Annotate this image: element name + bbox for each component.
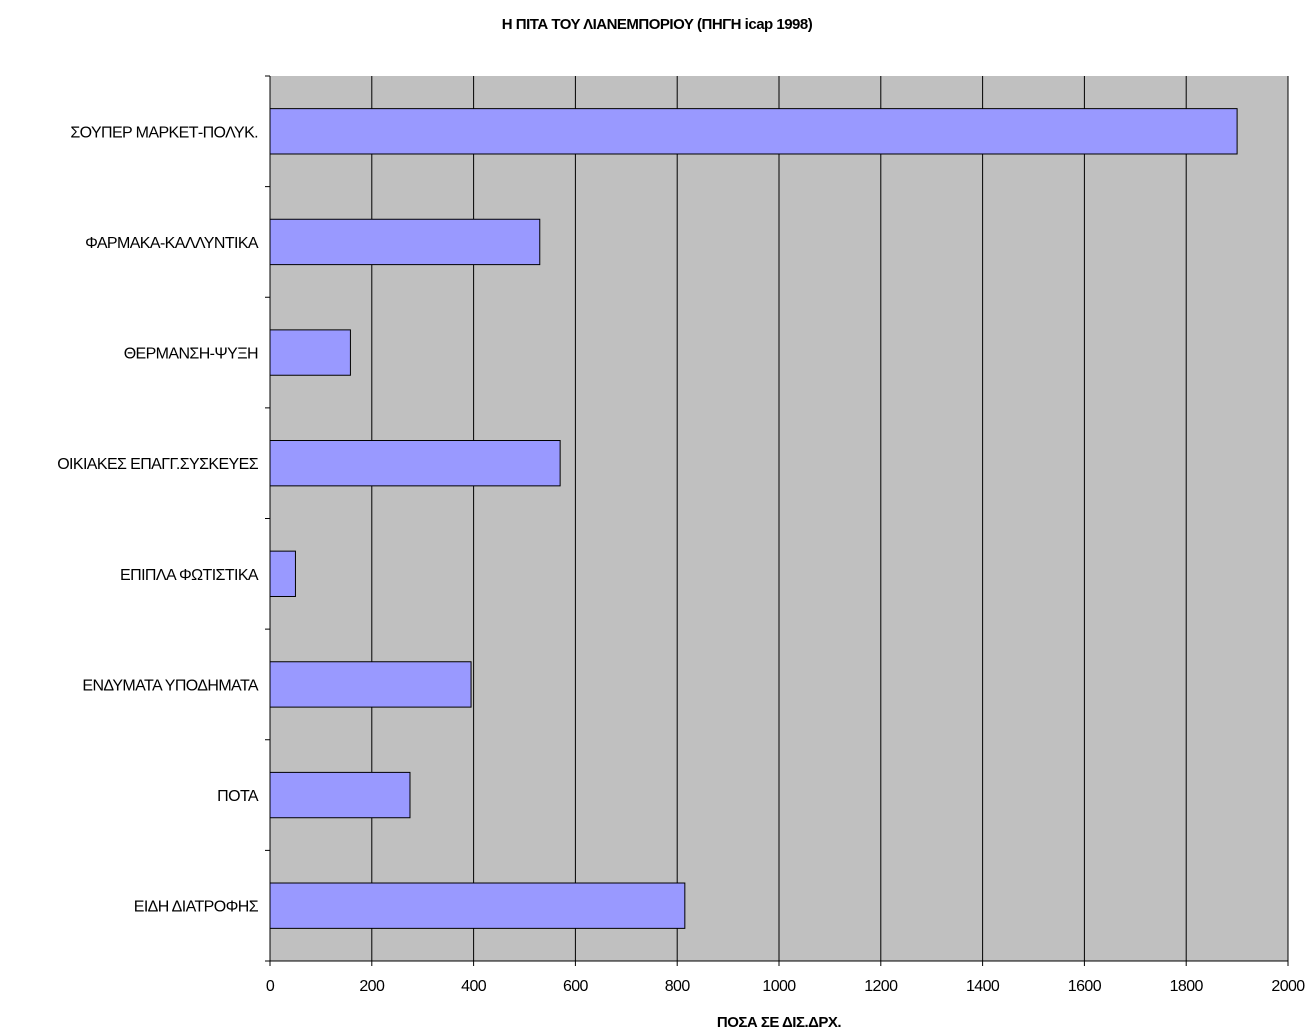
y-category-label: ΕΠΙΠΛΑ ΦΩΤΙΣΤΙΚΑ bbox=[120, 567, 259, 584]
y-category-label: ΕΝΔΥΜΑΤΑ ΥΠΟΔΗΜΑΤΑ bbox=[82, 677, 259, 694]
y-category-label: ΟΙΚΙΑΚΕΣ ΕΠΑΓΓ.ΣΥΣΚΕΥΕΣ bbox=[57, 456, 259, 473]
y-category-label: ΕΙΔΗ ΔΙΑΤΡΟΦΗΣ bbox=[134, 899, 259, 916]
bar bbox=[269, 882, 686, 929]
x-tick-label: 400 bbox=[461, 978, 487, 995]
bar bbox=[269, 440, 561, 487]
x-axis-title: ΠΟΣΑ ΣΕ ΔΙΣ.ΔΡΧ. bbox=[716, 1014, 842, 1031]
bar bbox=[269, 771, 411, 819]
x-tick-label: 1800 bbox=[1170, 978, 1204, 995]
x-tick-label: 2000 bbox=[1271, 978, 1305, 995]
x-tick-label: 800 bbox=[665, 978, 691, 995]
bar bbox=[269, 661, 472, 708]
x-tick-labels: 0 200 400 600 800 1000 1200 1400 1600 1800 2000 bbox=[266, 978, 1306, 995]
x-tick-label: 0 bbox=[266, 978, 275, 995]
y-category-label: ΘΕΡΜΑΝΣΗ-ΨΥΞΗ bbox=[124, 346, 258, 363]
bar bbox=[269, 218, 541, 266]
x-tick-label: 600 bbox=[563, 978, 589, 995]
bars bbox=[269, 108, 1238, 929]
x-tick-label: 1200 bbox=[864, 978, 898, 995]
bar bbox=[269, 108, 1238, 155]
y-category-label: ΦΑΡΜΑΚΑ-ΚΑΛΛΥΝΤΙΚΑ bbox=[85, 235, 259, 252]
x-tick-label: 1400 bbox=[966, 978, 1000, 995]
bar bbox=[269, 329, 351, 376]
y-category-label: ΣΟΥΠΕΡ ΜΑΡΚΕΤ-ΠΟΛΥΚ. bbox=[70, 124, 258, 141]
x-tick-label: 1600 bbox=[1068, 978, 1102, 995]
axes bbox=[265, 75, 1289, 966]
x-tick-label: 1000 bbox=[762, 978, 796, 995]
x-tick-label: 200 bbox=[359, 978, 385, 995]
y-tick-labels: ΣΟΥΠΕΡ ΜΑΡΚΕΤ-ΠΟΛΥΚ. ΦΑΡΜΑΚΑ-ΚΑΛΛΥΝΤΙΚΑ ΘΕ… bbox=[57, 124, 259, 915]
bar bbox=[269, 550, 296, 597]
chart-title: Η ΠΙΤΑ ΤΟΥ ΛΙΑΝΕΜΠΟΡΙΟΥ (ΠΗΓΗ icap 1998) bbox=[501, 16, 813, 33]
y-category-label: ΠΟΤΑ bbox=[217, 788, 259, 805]
